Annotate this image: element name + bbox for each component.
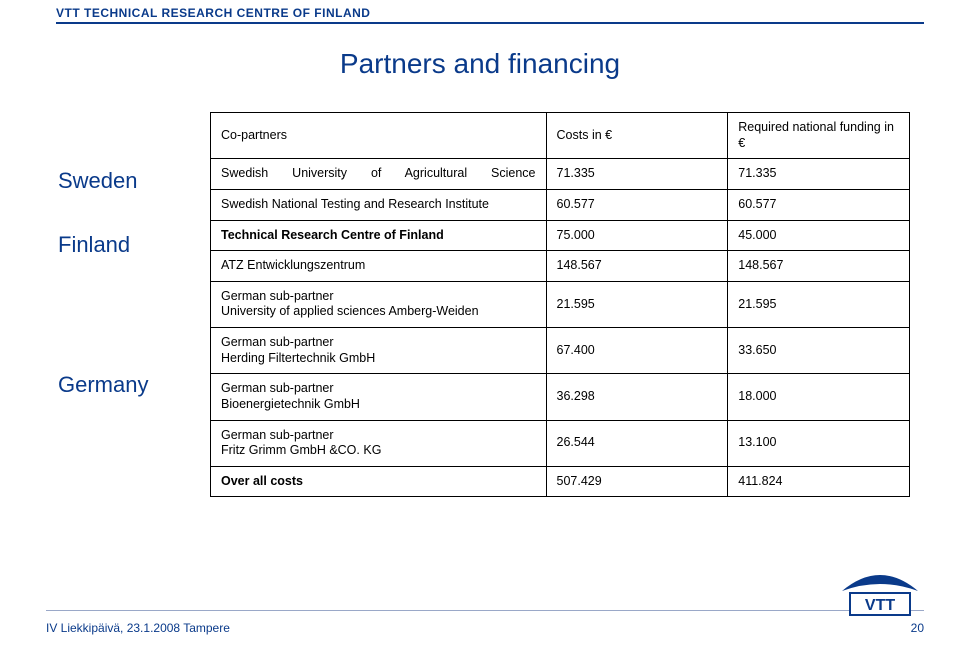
row-label: German sub-partner Bioenergietechnik Gmb… <box>211 374 547 420</box>
footer-left: IV Liekkipäivä, 23.1.2008 Tampere <box>46 621 230 635</box>
side-label-germany: Germany <box>58 372 148 398</box>
row-required: 411.824 <box>728 466 910 497</box>
logo-text: VTT <box>865 597 895 614</box>
row-required: 13.100 <box>728 420 910 466</box>
table-row: Technical Research Centre of Finland75.0… <box>211 220 910 251</box>
table-row: Swedish National Testing and Research In… <box>211 189 910 220</box>
header-rule <box>56 22 924 24</box>
page-number: 20 <box>911 621 924 635</box>
side-label-finland: Finland <box>58 232 130 258</box>
row-costs: 507.429 <box>546 466 728 497</box>
row-label: Swedish National Testing and Research In… <box>211 189 547 220</box>
th-co-partners: Co-partners <box>211 113 547 159</box>
row-label: German sub-partner University of applied… <box>211 281 547 327</box>
row-required: 60.577 <box>728 189 910 220</box>
partners-table-wrap: Co-partners Costs in € Required national… <box>210 112 910 497</box>
row-costs: 26.544 <box>546 420 728 466</box>
page-title: Partners and financing <box>0 48 960 80</box>
table-row: ATZ Entwicklungszentrum148.567148.567 <box>211 251 910 282</box>
row-required: 18.000 <box>728 374 910 420</box>
row-required: 71.335 <box>728 159 910 190</box>
row-costs: 60.577 <box>546 189 728 220</box>
table-row: German sub-partner Fritz Grimm GmbH &CO.… <box>211 420 910 466</box>
row-costs: 71.335 <box>546 159 728 190</box>
row-costs: 21.595 <box>546 281 728 327</box>
row-costs: 36.298 <box>546 374 728 420</box>
row-required: 21.595 <box>728 281 910 327</box>
side-label-sweden: Sweden <box>58 168 138 194</box>
row-required: 33.650 <box>728 328 910 374</box>
partners-table: Co-partners Costs in € Required national… <box>210 112 910 497</box>
table-row: Swedish University of Agricultural Scien… <box>211 159 910 190</box>
row-label: ATZ Entwicklungszentrum <box>211 251 547 282</box>
table-row: German sub-partner University of applied… <box>211 281 910 327</box>
row-required: 45.000 <box>728 220 910 251</box>
th-costs: Costs in € <box>546 113 728 159</box>
row-label: German sub-partner Herding Filtertechnik… <box>211 328 547 374</box>
logo-swish-icon <box>842 575 918 591</box>
footer: IV Liekkipäivä, 23.1.2008 Tampere 20 <box>46 621 924 635</box>
row-label: Swedish University of Agricultural Scien… <box>211 159 547 190</box>
table-header-row: Co-partners Costs in € Required national… <box>211 113 910 159</box>
row-costs: 75.000 <box>546 220 728 251</box>
row-required: 148.567 <box>728 251 910 282</box>
row-label: German sub-partner Fritz Grimm GmbH &CO.… <box>211 420 547 466</box>
row-label: Technical Research Centre of Finland <box>211 220 547 251</box>
row-costs: 67.400 <box>546 328 728 374</box>
th-required: Required national funding in € <box>728 113 910 159</box>
row-costs: 148.567 <box>546 251 728 282</box>
row-label: Over all costs <box>211 466 547 497</box>
table-row: German sub-partner Herding Filtertechnik… <box>211 328 910 374</box>
footer-rule <box>46 610 924 611</box>
table-row: German sub-partner Bioenergietechnik Gmb… <box>211 374 910 420</box>
table-row: Over all costs507.429411.824 <box>211 466 910 497</box>
org-header-text: VTT TECHNICAL RESEARCH CENTRE OF FINLAND <box>56 6 370 20</box>
vtt-logo: VTT <box>840 571 920 619</box>
